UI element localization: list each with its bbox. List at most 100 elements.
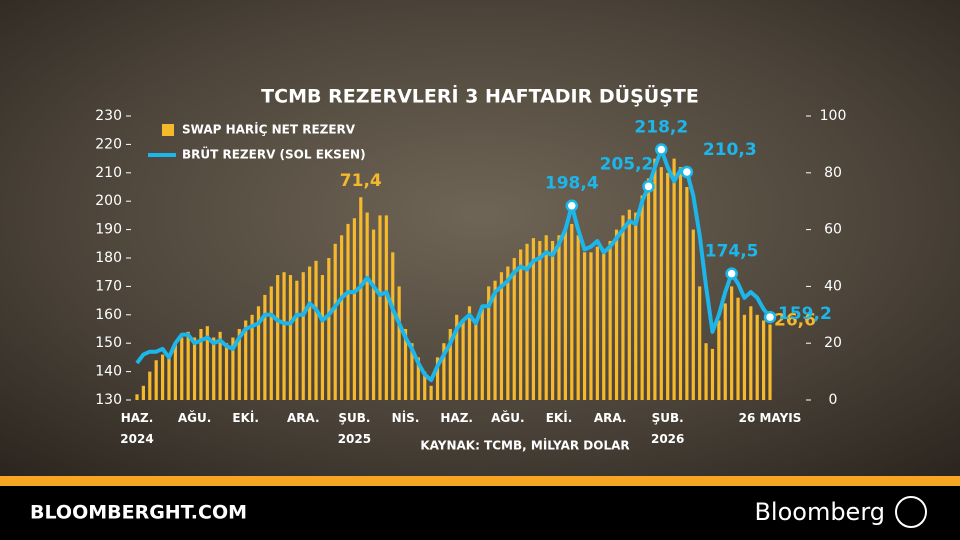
x-tick-line: AĞU. [491,410,524,425]
bar [308,266,312,400]
bar [340,235,344,400]
y-tick-label: 210 [95,165,122,181]
bar [493,280,497,400]
bar [614,229,619,400]
bar [678,167,683,400]
bar [762,320,766,400]
bar [627,209,631,400]
x-tick-label: 26 MAYIS [739,411,802,425]
y2-tick-label: 20 [824,335,842,351]
x-tick-line: HAZ. [440,411,473,425]
bar [352,218,356,400]
bar [435,357,440,400]
bar [346,223,350,400]
bar [531,238,536,400]
accent-stripe [0,476,960,486]
bar [429,385,433,400]
bar [461,320,465,400]
bar [544,235,548,400]
chart-title: TCMB REZERVLERİ 3 HAFTADIR DÜŞÜŞTE [261,84,699,108]
bar [698,286,702,400]
logo [895,496,927,528]
bar [378,215,382,400]
bar [480,309,484,400]
x-tick-label: EKİ. [232,410,259,425]
x-tick-label: ŞUB. 2026 [651,411,684,446]
bar [519,249,523,400]
value-label: 205,2 [600,154,654,174]
bar [538,240,542,400]
footer-site: BLOOMBERGHT.COM [30,502,247,524]
bar [576,235,580,400]
bar [365,212,369,400]
x-tick-line: AĞU. [178,410,211,425]
bar [391,252,395,400]
bar [141,385,145,400]
x-tick-label: ARA. [594,411,627,425]
bar [499,272,504,400]
y2-tick-label: 0 [829,392,838,408]
bar [384,215,388,400]
bar [263,294,267,400]
bar [621,215,625,400]
x-tick-line: 26 MAYIS [739,411,802,425]
bar [250,314,254,400]
value-label: 218,2 [634,118,688,138]
bar [199,329,203,400]
bar [704,343,708,400]
bar [666,172,670,400]
y-tick-label: 150 [95,335,122,351]
legend-swatch [162,124,174,136]
bar [595,246,599,400]
bar [602,252,606,400]
bar [276,275,280,400]
bar [570,223,574,400]
bar [474,320,478,400]
bar [314,260,318,400]
bar [755,314,759,400]
y2-tick-label: 60 [824,222,842,238]
point-marker [763,310,777,324]
bar [768,324,772,400]
bar [634,212,638,400]
bar [359,197,363,400]
bar [320,275,325,400]
y-tick-label: 230 [95,108,122,124]
x-tick-label: ŞUB. 2025 [338,411,371,446]
footer-brand: Bloomberg [754,498,885,526]
value-label: 174,5 [705,242,759,262]
bar [525,243,529,400]
x-tick-label: AĞU. [178,410,211,425]
y2-tick-label: 100 [820,108,847,124]
background [0,0,960,476]
bar [282,272,286,400]
bar [295,280,299,400]
y2-tick-label: 40 [824,278,842,294]
bar [512,258,516,400]
bar [231,337,235,400]
value-label: 198,4 [545,174,599,194]
x-tick-label: HAZ. 2024 [120,411,153,446]
footer [0,486,960,540]
bar [487,286,491,400]
bar [653,158,657,400]
bar [506,266,510,400]
bar [672,158,676,400]
bar [416,357,420,400]
bar [423,371,427,400]
y-tick-label: 170 [95,278,122,294]
bar [167,357,171,400]
x-tick-line: EKİ. [232,410,259,425]
x-tick-label: ARA. [287,411,320,425]
bar [448,329,452,400]
bar [685,187,689,400]
value-label: 159,2 [778,304,832,324]
bar [717,320,721,400]
bar [180,337,184,400]
bar [371,229,376,400]
x-tick-label: HAZ. [440,411,473,425]
bar [736,297,740,400]
bar [710,348,715,400]
bar [186,331,190,400]
